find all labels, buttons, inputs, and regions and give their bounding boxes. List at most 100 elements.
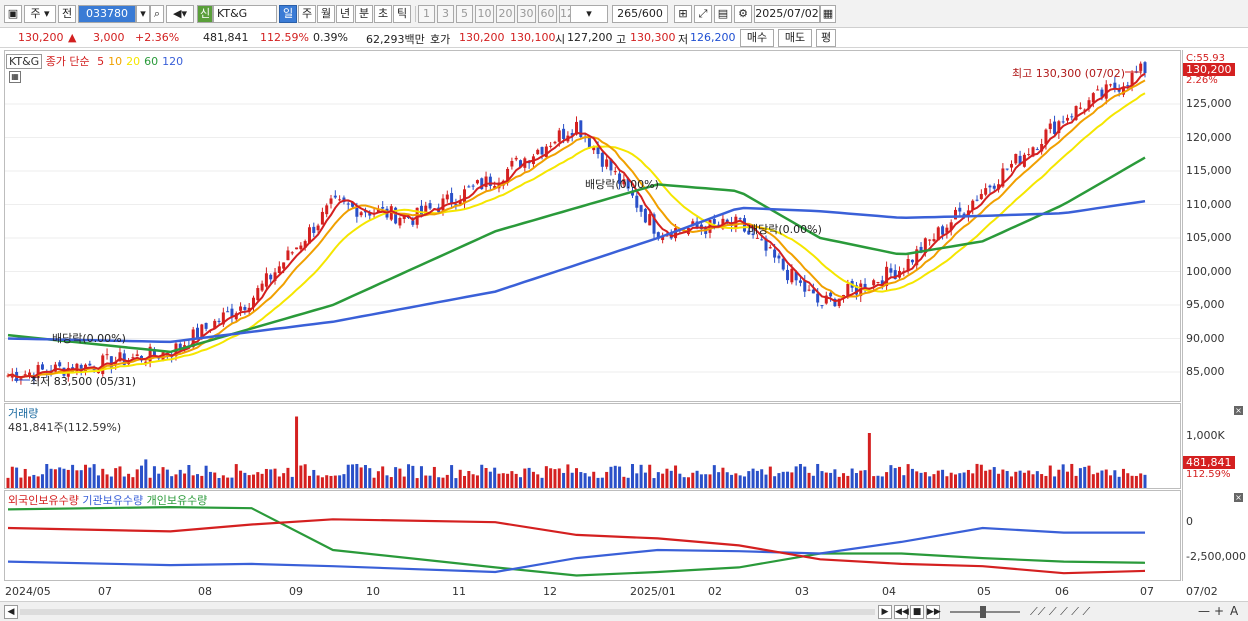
- volume-bar-110: [480, 464, 484, 488]
- candle-body-32: [144, 361, 148, 364]
- candle-body-63: [277, 266, 281, 273]
- volume-bar-14: [66, 469, 70, 488]
- candle-body-101: [441, 198, 445, 211]
- volume-bar-127: [553, 469, 557, 488]
- zoom-in-icon[interactable]: +: [1214, 604, 1225, 618]
- table-icon[interactable]: ▦: [9, 71, 21, 83]
- volume-bar-242: [1048, 465, 1052, 488]
- volume-bar-188: [816, 463, 820, 488]
- x-label-2: 08: [198, 585, 212, 598]
- draw-tools-icon[interactable]: ⟋⟋ ⟋ ⟋ ⟋ ⟋: [1030, 605, 1091, 618]
- price-tick-7: 90,000: [1186, 331, 1225, 345]
- zoom-out-icon[interactable]: —: [1198, 604, 1210, 618]
- candle-body-129: [562, 128, 566, 139]
- stop-icon[interactable]: ■: [910, 605, 924, 619]
- zoom-slider-thumb[interactable]: [980, 606, 986, 618]
- candle-body-232: [1005, 168, 1009, 170]
- interval-button-6[interactable]: 60: [538, 5, 557, 23]
- volume-bar-246: [1065, 471, 1069, 488]
- volume-bar-210: [910, 468, 914, 488]
- stock-name[interactable]: KT&G: [213, 5, 277, 23]
- sound-icon[interactable]: ◀▾: [166, 5, 194, 23]
- eval-button[interactable]: 평: [816, 29, 836, 47]
- volume-bar-66: [290, 476, 294, 488]
- interval-button-0[interactable]: 1: [418, 5, 435, 23]
- stock-code-input[interactable]: 033780: [78, 5, 136, 23]
- volume-bar-114: [497, 473, 501, 488]
- candle-body-155: [674, 228, 678, 239]
- period-button-3[interactable]: 년: [336, 5, 354, 23]
- candle-body-146: [635, 195, 639, 208]
- volume-bar-81: [355, 463, 359, 488]
- candle-body-260: [1126, 85, 1130, 87]
- rewind-icon[interactable]: ◀◀: [894, 605, 909, 619]
- volume-bar-10: [49, 468, 53, 488]
- volume-bar-183: [794, 466, 798, 488]
- open-price: 127,200: [567, 31, 613, 44]
- period-button-2[interactable]: 월: [317, 5, 335, 23]
- candle-body-242: [1048, 123, 1052, 130]
- window-icon[interactable]: ▣: [4, 5, 22, 23]
- calendar-icon[interactable]: ▦: [820, 5, 836, 23]
- interval-button-4[interactable]: 20: [496, 5, 515, 23]
- search-icon[interactable]: ⌕: [150, 5, 164, 23]
- candle-body-57: [251, 297, 255, 308]
- volume-bar-165: [717, 472, 721, 488]
- interval-button-5[interactable]: 30: [517, 5, 536, 23]
- interval-button-2[interactable]: 5: [456, 5, 473, 23]
- volume-bar-233: [1009, 476, 1013, 488]
- dividend-annotation-1: 배당락(0.00%): [52, 332, 126, 345]
- gear-icon[interactable]: ⚙: [734, 5, 752, 23]
- ma-legend-4: 120: [162, 55, 184, 68]
- volume-bar-167: [725, 472, 729, 488]
- period-button-1[interactable]: 주: [298, 5, 316, 23]
- period-button-6[interactable]: 틱: [393, 5, 411, 23]
- candle-body-142: [618, 173, 622, 184]
- count-field[interactable]: 265/600: [612, 5, 668, 23]
- sell-button[interactable]: 매도: [778, 29, 812, 47]
- volume-bar-144: [626, 477, 630, 488]
- prev-button[interactable]: 전: [58, 5, 76, 23]
- candle-body-75: [329, 198, 333, 204]
- buy-button[interactable]: 매수: [740, 29, 774, 47]
- period-button-5[interactable]: 초: [374, 5, 392, 23]
- volume-bar-62: [273, 468, 277, 488]
- volume-bar-193: [837, 476, 841, 488]
- candle-body-82: [359, 212, 363, 216]
- period-button-4[interactable]: 분: [355, 5, 373, 23]
- last-price-box: 130,200: [1183, 63, 1235, 76]
- candle-icon[interactable]: ⊞: [674, 5, 692, 23]
- forward-icon[interactable]: ▶▶: [926, 605, 941, 619]
- scroll-track[interactable]: [20, 609, 875, 615]
- crosshair-icon[interactable]: ⤢: [694, 5, 712, 23]
- date-input[interactable]: 2025/07/02: [754, 5, 820, 23]
- scroll-right-icon[interactable]: ▶: [878, 605, 892, 619]
- period-button-0[interactable]: 일: [279, 5, 297, 23]
- interval-button-3[interactable]: 10: [475, 5, 494, 23]
- volume-bar-63: [277, 476, 281, 488]
- volume-bar-131: [570, 472, 574, 488]
- interval-input[interactable]: ▾: [570, 5, 608, 23]
- candle-body-65: [286, 250, 290, 261]
- candle-body-128: [557, 130, 561, 142]
- volume-bar-35: [157, 473, 161, 488]
- auto-scale-icon[interactable]: A: [1230, 604, 1239, 618]
- close-volume-panel-icon[interactable]: ×: [1234, 406, 1243, 415]
- interval-button-1[interactable]: 3: [437, 5, 454, 23]
- candle-body-71: [312, 226, 316, 233]
- candle-body-72: [316, 225, 320, 231]
- volume-bar-71: [312, 469, 316, 488]
- market-select[interactable]: 주 ▾: [24, 5, 56, 23]
- candle-body-0: [6, 375, 10, 377]
- volume-bar-108: [471, 474, 475, 488]
- volume-bar-17: [79, 470, 83, 488]
- x-label-0: 2024/05: [5, 585, 51, 598]
- scroll-left-icon[interactable]: ◀: [4, 605, 18, 619]
- close-holding-panel-icon[interactable]: ×: [1234, 493, 1243, 502]
- dividend-annotation-2: 배당락(0.00%): [585, 178, 659, 191]
- save-icon[interactable]: ▤: [714, 5, 732, 23]
- code-dropdown-icon[interactable]: ▾: [136, 5, 150, 23]
- candle-body-133: [579, 120, 583, 137]
- candle-body-81: [355, 207, 359, 217]
